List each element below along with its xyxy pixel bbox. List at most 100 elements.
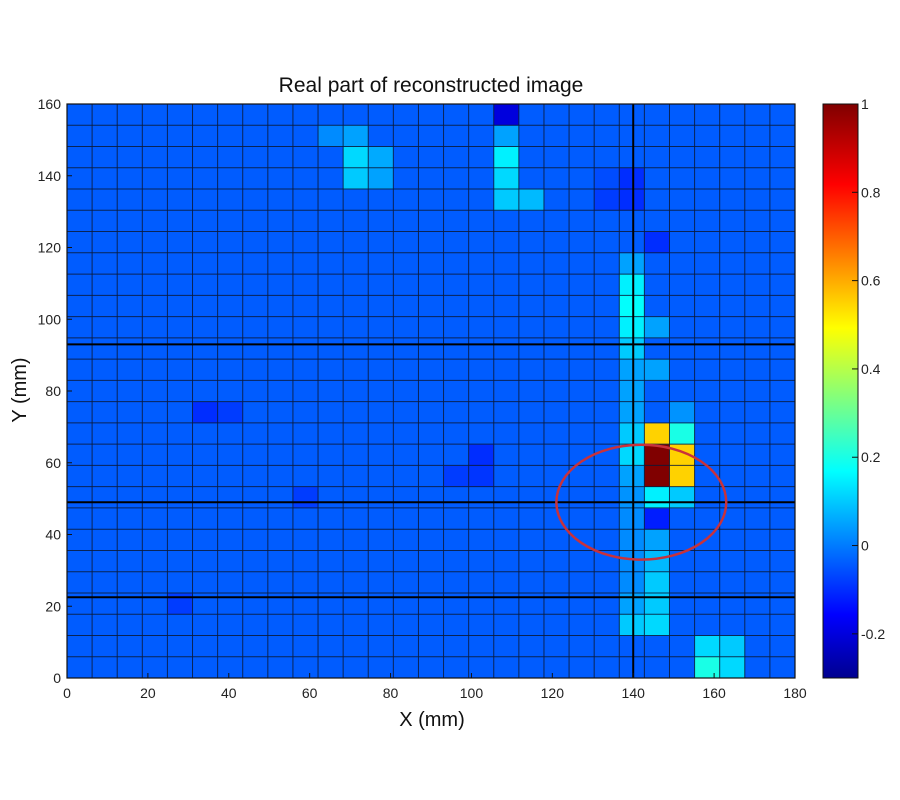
heatmap-cell (744, 316, 771, 339)
heatmap-cell (619, 295, 645, 317)
heatmap-cell (543, 444, 570, 466)
heatmap-cell (343, 359, 369, 381)
heatmap-cell (292, 465, 319, 487)
heatmap-cell (343, 146, 369, 169)
heatmap-cell (142, 656, 168, 679)
heatmap-cell (694, 550, 720, 572)
heatmap-cell (418, 337, 444, 360)
heatmap-cell (769, 465, 796, 487)
heatmap-cell (92, 104, 118, 126)
heatmap-cell (217, 167, 244, 190)
heatmap-cell (719, 550, 746, 572)
heatmap-cell (468, 359, 495, 381)
heatmap-cell (744, 422, 771, 445)
heatmap-cell (167, 507, 193, 530)
heatmap-cell (192, 486, 218, 509)
heatmap-cell (543, 359, 570, 381)
heatmap-cell (468, 592, 495, 615)
heatmap-cell (242, 529, 269, 551)
heatmap-cell (292, 295, 319, 317)
heatmap-cell (368, 104, 394, 126)
heatmap-cell (142, 125, 168, 147)
heatmap-cell (368, 359, 394, 381)
heatmap-cell (769, 231, 796, 254)
heatmap-cell (694, 295, 720, 317)
heatmap-cell (644, 274, 670, 296)
heatmap-cell (368, 231, 394, 254)
heatmap-cell (142, 507, 168, 530)
heatmap-cell (242, 104, 269, 126)
heatmap-cell (619, 465, 645, 487)
heatmap-cell (468, 146, 495, 169)
heatmap-cell (67, 401, 93, 424)
heatmap-cell (393, 210, 419, 232)
heatmap-cell (242, 592, 269, 615)
heatmap-cell (644, 210, 670, 232)
heatmap-cell (719, 507, 746, 530)
heatmap-cell (117, 252, 143, 275)
heatmap-cell (543, 614, 570, 636)
heatmap-cell (292, 614, 319, 636)
heatmap-cell (594, 210, 620, 232)
y-axis-ticks: 0 20 40 60 80 100 120 140 160 (38, 96, 72, 686)
heatmap-cell (644, 422, 670, 445)
heatmap-cell (518, 529, 545, 551)
heatmap-cell (594, 380, 620, 402)
heatmap-cell (343, 614, 369, 636)
heatmap-cell (569, 486, 595, 509)
heatmap-cell (167, 465, 193, 487)
heatmap-cell (769, 422, 796, 445)
heatmap-cell (669, 656, 695, 679)
heatmap-cell (669, 635, 695, 658)
heatmap-cell (719, 104, 746, 126)
heatmap-cell (92, 507, 118, 530)
heatmap-cell (167, 444, 193, 466)
heatmap-cell (669, 252, 695, 275)
heatmap-cell (569, 592, 595, 615)
heatmap-cell (468, 422, 495, 445)
heatmap-cell (443, 592, 469, 615)
heatmap-cell (267, 614, 294, 636)
heatmap-cell (92, 614, 118, 636)
heatmap-cell (167, 529, 193, 551)
y-tick-label: 120 (38, 240, 62, 256)
heatmap-cell (67, 380, 93, 402)
heatmap-cell (142, 146, 168, 169)
heatmap-cell (669, 422, 695, 445)
heatmap-cell (443, 422, 469, 445)
heatmap-cell (117, 529, 143, 551)
heatmap-cell (117, 465, 143, 487)
heatmap-cell (769, 635, 796, 658)
heatmap-cell (493, 571, 520, 594)
heatmap-cell (292, 444, 319, 466)
heatmap-cell (242, 231, 269, 254)
heatmap-cell (769, 444, 796, 466)
y-tick-label: 80 (45, 383, 61, 399)
heatmap-cell (217, 210, 244, 232)
heatmap-cell (92, 380, 118, 402)
heatmap-cell (368, 592, 394, 615)
heatmap-cell (167, 252, 193, 275)
heatmap-cell (217, 380, 244, 402)
heatmap-cell (418, 422, 444, 445)
heatmap-cell (192, 274, 218, 296)
heatmap-cell (594, 592, 620, 615)
heatmap-cell (292, 210, 319, 232)
heatmap-cell (744, 252, 771, 275)
heatmap-cell (267, 401, 294, 424)
heatmap-cell (292, 571, 319, 594)
heatmap-cell (543, 592, 570, 615)
heatmap-cell (192, 316, 218, 339)
heatmap-cell (594, 444, 620, 466)
heatmap-cell (167, 380, 193, 402)
heatmap-cell (92, 210, 118, 232)
heatmap-cell (368, 189, 394, 211)
heatmap-cell (117, 550, 143, 572)
heatmap-cell (368, 125, 394, 147)
heatmap-cell (619, 252, 645, 275)
heatmap-cell (468, 189, 495, 211)
heatmap-cell (292, 359, 319, 381)
heatmap-cell (343, 252, 369, 275)
heatmap-cell (343, 189, 369, 211)
heatmap-cell (418, 635, 444, 658)
